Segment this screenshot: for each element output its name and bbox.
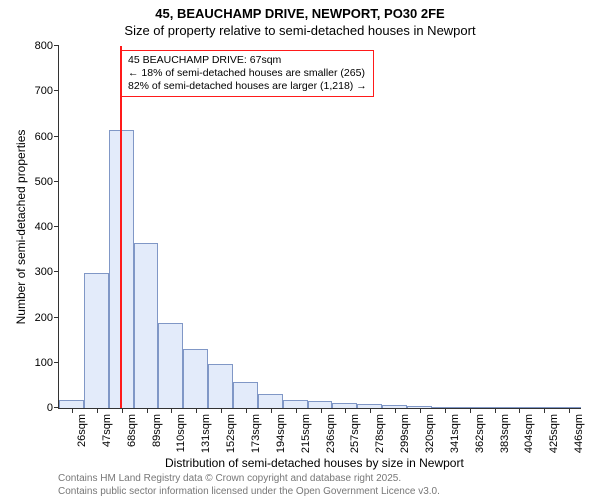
histogram-bar [308,401,333,408]
x-tick-mark [445,408,446,413]
x-tick-label: 89sqm [151,414,163,447]
footer-line-2: Contains public sector information licen… [58,485,440,498]
x-tick-mark [321,408,322,413]
x-axis-label: Distribution of semi-detached houses by … [165,456,464,470]
x-tick-label: 152sqm [225,414,237,453]
x-tick-label: 362sqm [474,414,486,453]
plot-area: 010020030040050060070080026sqm47sqm68sqm… [58,46,581,409]
histogram-bar [283,400,308,408]
histogram-bar [84,273,109,408]
x-tick-mark [544,408,545,413]
x-tick-mark [122,408,123,413]
x-tick-label: 215sqm [300,414,312,453]
y-tick-mark [54,317,59,318]
x-tick-label: 341sqm [449,414,461,453]
y-tick-mark [54,226,59,227]
x-tick-label: 425sqm [548,414,560,453]
y-tick-mark [54,90,59,91]
x-tick-label: 110sqm [175,414,187,452]
x-tick-label: 236sqm [325,414,337,453]
y-tick-label: 500 [35,176,59,188]
y-tick-label: 0 [47,402,59,414]
chart-container: 45, BEAUCHAMP DRIVE, NEWPORT, PO30 2FE S… [0,0,600,500]
x-tick-mark [345,408,346,413]
x-tick-label: 257sqm [349,414,361,453]
chart-title: 45, BEAUCHAMP DRIVE, NEWPORT, PO30 2FE [0,0,600,21]
x-tick-label: 194sqm [275,414,287,453]
annotation-line: 82% of semi-detached houses are larger (… [128,80,367,93]
x-tick-label: 26sqm [76,414,88,447]
histogram-bar [158,323,183,408]
x-tick-label: 47sqm [101,414,113,447]
x-tick-label: 278sqm [374,414,386,453]
annotation-line: 45 BEAUCHAMP DRIVE: 67sqm [128,54,367,67]
y-tick-label: 100 [35,357,59,369]
y-tick-mark [54,136,59,137]
annotation-callout: 45 BEAUCHAMP DRIVE: 67sqm← 18% of semi-d… [121,50,374,97]
y-axis-label: Number of semi-detached properties [14,130,28,325]
y-tick-label: 600 [35,131,59,143]
histogram-bar [183,349,208,408]
footer-line-1: Contains HM Land Registry data © Crown c… [58,472,440,485]
x-tick-mark [171,408,172,413]
y-tick-mark [54,362,59,363]
histogram-bar [59,400,84,408]
y-tick-label: 200 [35,312,59,324]
x-tick-label: 68sqm [126,414,138,447]
footer-attribution: Contains HM Land Registry data © Crown c… [58,472,440,498]
x-tick-label: 383sqm [499,414,511,453]
x-tick-mark [246,408,247,413]
annotation-line: ← 18% of semi-detached houses are smalle… [128,67,367,80]
x-tick-label: 320sqm [424,414,436,453]
x-tick-label: 173sqm [250,414,262,453]
x-tick-mark [470,408,471,413]
x-tick-mark [420,408,421,413]
x-tick-label: 299sqm [399,414,411,453]
x-tick-mark [370,408,371,413]
x-tick-mark [97,408,98,413]
y-tick-label: 400 [35,221,59,233]
x-tick-mark [221,408,222,413]
x-tick-mark [395,408,396,413]
x-tick-mark [296,408,297,413]
histogram-bar [134,243,159,408]
y-tick-label: 300 [35,266,59,278]
x-tick-mark [271,408,272,413]
x-tick-mark [147,408,148,413]
histogram-bar [233,382,258,408]
x-tick-label: 404sqm [523,414,535,453]
property-marker-line [120,46,122,408]
x-tick-mark [495,408,496,413]
histogram-bar [258,394,283,408]
y-tick-label: 800 [35,40,59,52]
x-tick-mark [519,408,520,413]
x-tick-mark [569,408,570,413]
x-tick-mark [196,408,197,413]
y-tick-mark [54,45,59,46]
x-tick-label: 446sqm [573,414,585,453]
y-tick-mark [54,181,59,182]
y-tick-mark [54,271,59,272]
x-tick-label: 131sqm [200,414,212,453]
y-tick-label: 700 [35,85,59,97]
x-tick-mark [72,408,73,413]
chart-subtitle: Size of property relative to semi-detach… [0,21,600,38]
histogram-bar [208,364,233,408]
